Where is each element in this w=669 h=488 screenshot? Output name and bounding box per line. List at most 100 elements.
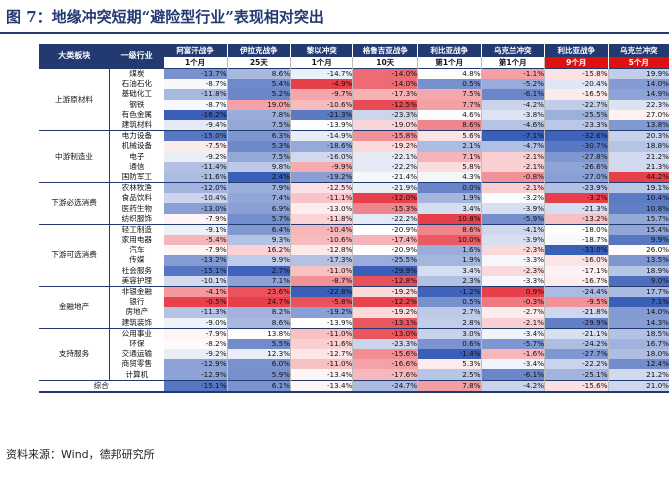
value-cell: -24.7% bbox=[352, 379, 419, 393]
value-cell: -9.7% bbox=[290, 89, 354, 100]
value-cell: -2.1% bbox=[481, 317, 546, 329]
table-row: 国防军工 -11.6% 2.4% -19.2% -21.4% 4.3% -0.8% -27.0… bbox=[39, 171, 669, 183]
value-cell: -19.2% bbox=[352, 307, 419, 318]
industry-cell: 计算机 bbox=[125, 369, 149, 379]
value-cell: 21.2% bbox=[608, 369, 669, 381]
table-row: 基础化工 -11.8% 5.2% -9.7% -17.3% 7.5% -6.1% -16.5%… bbox=[39, 89, 669, 100]
value-cell: -21.4% bbox=[352, 171, 419, 183]
value-cell: -17.3% bbox=[290, 255, 354, 266]
title-rule bbox=[0, 32, 669, 34]
value-cell: -15.8% bbox=[352, 130, 419, 142]
header-event: 利比亚战争 bbox=[544, 44, 609, 57]
value-cell: -4.6% bbox=[481, 119, 546, 131]
value-cell: -2.1% bbox=[481, 182, 546, 194]
value-cell: -13.0% bbox=[163, 203, 228, 214]
value-cell: -14.0% bbox=[352, 79, 419, 90]
value-cell: -6.1% bbox=[481, 369, 546, 381]
value-cell: 6.9% bbox=[227, 203, 292, 214]
value-cell: -22.8% bbox=[290, 285, 354, 298]
industry-cell: 钢铁 bbox=[129, 99, 145, 109]
value-cell: -19.2% bbox=[352, 141, 419, 152]
industry-cell: 环保 bbox=[129, 338, 145, 348]
value-cell: -11.8% bbox=[290, 213, 354, 225]
industry-cell: 非银金融 bbox=[109, 285, 164, 298]
value-cell: -9.4% bbox=[163, 119, 228, 131]
value-cell: -18.0% bbox=[544, 223, 609, 235]
value-cell: 24.7% bbox=[227, 297, 292, 308]
value-cell: -18.6% bbox=[290, 141, 354, 152]
value-cell: 2.5% bbox=[417, 369, 482, 381]
value-cell: -30.7% bbox=[544, 141, 609, 152]
value-cell: 3.4% bbox=[417, 203, 482, 214]
value-cell: 9.9% bbox=[227, 255, 292, 266]
value-cell: 22.3% bbox=[608, 99, 669, 110]
value-cell: -11.8% bbox=[163, 89, 228, 100]
value-cell: -4.1% bbox=[481, 223, 546, 235]
value-cell: 5.3% bbox=[417, 359, 482, 370]
value-cell: -16.5% bbox=[544, 89, 609, 100]
header-period: 10天 bbox=[352, 57, 419, 69]
sector-cell: 下游可选消费 bbox=[39, 223, 111, 287]
table-row: 下游必选消费 农林牧渔 -12.0% 7.9% -12.5% -21.9% 0.0% -2.1… bbox=[39, 182, 669, 225]
value-cell: 6.4% bbox=[227, 223, 292, 235]
value-cell: 5.9% bbox=[227, 369, 292, 381]
value-cell: -7.9% bbox=[163, 213, 228, 225]
value-cell: -25.5% bbox=[544, 109, 609, 120]
value-cell: -6.1% bbox=[481, 89, 546, 100]
industry-cell: 煤炭 bbox=[109, 68, 164, 80]
table-row: 传媒 -13.2% 9.9% -17.3% -25.5% 1.9% -3.3% -16.0% 1… bbox=[39, 255, 669, 266]
industry-cell: 农林牧渔 bbox=[109, 182, 164, 194]
table-row: 中游制造业 电力设备 -15.0% 6.3% -14.9% -15.8% 5.6% -7.1%… bbox=[39, 130, 669, 183]
value-cell: -18.7% bbox=[544, 235, 609, 246]
table-row: 有色金属 -16.2% 7.8% -21.3% -23.3% 4.6% -3.8% -25.5… bbox=[39, 109, 669, 120]
value-cell: -13.0% bbox=[290, 203, 354, 214]
value-cell: -23.3% bbox=[544, 119, 609, 131]
value-cell: -3.2% bbox=[544, 193, 609, 204]
value-cell: -2.7% bbox=[481, 307, 546, 318]
value-cell: -9.2% bbox=[163, 349, 228, 360]
value-cell: -13.4% bbox=[290, 369, 354, 381]
industry-cell: 社会服务 bbox=[121, 265, 153, 275]
figure-title: 图 7：地缘冲突短期“避险型行业”表现相对突出 bbox=[6, 8, 324, 26]
value-cell: -32.6% bbox=[544, 130, 609, 142]
value-cell: -27.7% bbox=[544, 349, 609, 360]
value-cell: -10.4% bbox=[290, 223, 354, 235]
value-cell: -24.4% bbox=[544, 285, 609, 298]
value-cell: 5.4% bbox=[227, 79, 292, 90]
value-cell: 0.5% bbox=[417, 297, 482, 308]
value-cell: -11.0% bbox=[290, 359, 354, 370]
table-row: 医药生物 -13.0% 6.9% -13.0% -15.3% 3.4% -3.9% -21.3… bbox=[39, 203, 669, 214]
value-cell: 7.5% bbox=[227, 151, 292, 162]
table-row: 食品饮料 -10.4% 7.4% -11.1% -12.0% 1.9% -3.2% -3.2%… bbox=[39, 193, 669, 204]
value-cell: -14.0% bbox=[352, 68, 419, 80]
value-cell: -29.9% bbox=[544, 317, 609, 329]
value-cell: -0.3% bbox=[481, 297, 546, 308]
table-row: 金融地产 非银金融 -4.1% 23.6% -22.8% -19.2% -1.2% 0.9% -… bbox=[39, 285, 669, 329]
value-cell: 9.9% bbox=[608, 235, 669, 246]
value-cell: -11.4% bbox=[163, 161, 228, 172]
value-cell: -21.1% bbox=[544, 327, 609, 339]
value-cell: 7.9% bbox=[227, 182, 292, 194]
value-cell: -0.8% bbox=[481, 171, 546, 183]
value-cell: 2.7% bbox=[227, 265, 292, 276]
value-cell: -1.2% bbox=[417, 285, 482, 298]
header-period: 9个月 bbox=[544, 57, 609, 69]
value-cell: -21.3% bbox=[290, 109, 354, 120]
value-cell: 13.8% bbox=[608, 119, 669, 131]
value-cell: -23.3% bbox=[352, 109, 419, 120]
value-cell: -9.9% bbox=[290, 161, 354, 172]
value-cell: -19.0% bbox=[352, 119, 419, 131]
industry-cell: 房地产 bbox=[125, 307, 149, 317]
value-cell: 4.8% bbox=[417, 68, 482, 80]
table-row: 环保 -8.2% 5.5% -11.6% -23.3% 0.6% -5.7% -24.2% 16… bbox=[39, 338, 669, 350]
value-cell: 9.0% bbox=[608, 275, 669, 287]
value-cell: 9.3% bbox=[227, 235, 292, 246]
value-cell: 15.4% bbox=[608, 223, 669, 235]
value-cell: -10.1% bbox=[163, 275, 228, 287]
table-row: 交通运输 -9.2% 12.3% -12.7% -15.6% -1.4% -1.6% -27.… bbox=[39, 349, 669, 360]
value-cell: -1.4% bbox=[417, 349, 482, 360]
value-cell: 5.8% bbox=[417, 161, 482, 172]
value-cell: -17.4% bbox=[352, 235, 419, 246]
value-cell: 17.7% bbox=[608, 285, 669, 298]
value-cell: -22.2% bbox=[544, 359, 609, 370]
